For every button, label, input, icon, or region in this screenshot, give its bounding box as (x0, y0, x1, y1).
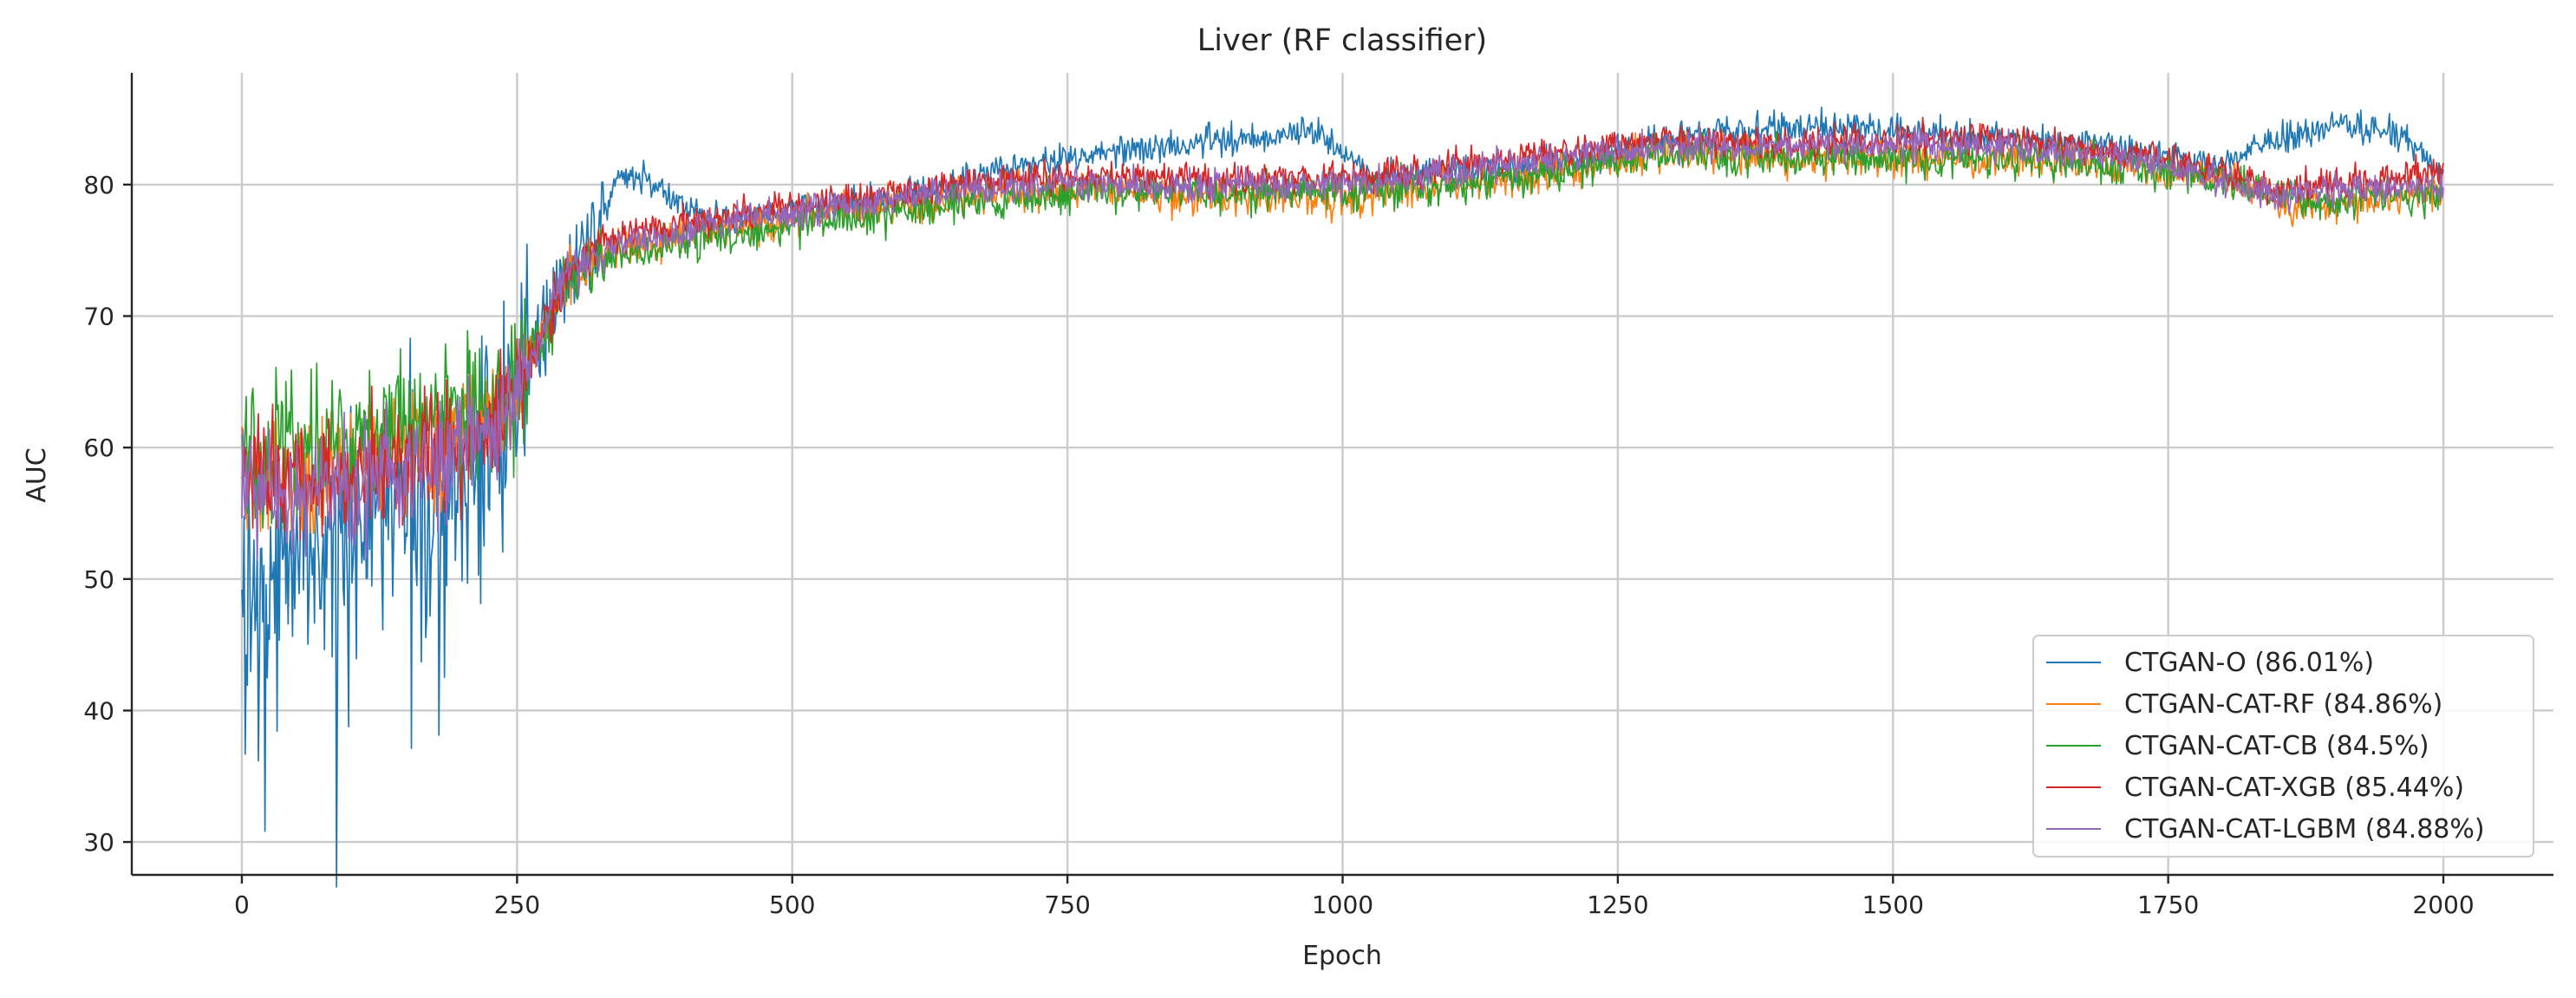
x-tick-label: 1750 (2137, 890, 2199, 919)
x-tick-label: 1000 (1312, 890, 1373, 919)
x-tick-label: 250 (494, 890, 540, 919)
series-line-1 (241, 106, 2444, 888)
legend-label: CTGAN-CAT-RF (84.86%) (2124, 689, 2442, 720)
y-tick-label: 80 (83, 171, 114, 199)
y-tick-label: 30 (83, 828, 114, 857)
legend: CTGAN-O (86.01%) CTGAN-CAT-RF (84.86%) CTG… (2032, 635, 2534, 858)
x-tick-label: 0 (234, 890, 250, 919)
x-tick-label: 500 (769, 890, 815, 919)
x-axis-label: Epoch (1302, 941, 1382, 971)
legend-frame (2032, 635, 2534, 858)
y-tick-label: 70 (83, 303, 114, 331)
legend-label: CTGAN-O (86.01%) (2124, 648, 2374, 678)
series-line-3 (241, 127, 2444, 530)
x-tick-label: 1500 (1862, 890, 1924, 919)
series-line-4 (241, 116, 2444, 541)
x-tick-label: 750 (1044, 890, 1090, 919)
x-tick-label: 2000 (2412, 890, 2474, 919)
legend-label: CTGAN-CAT-LGBM (84.88%) (2124, 814, 2485, 845)
y-axis-label: AUC (22, 447, 52, 502)
axes: 0 250 500 750 1000 1250 1500 1750 2000 30 40 50 60 70… (83, 73, 2553, 919)
y-tick-label: 50 (83, 565, 114, 594)
x-tick-label: 1250 (1587, 890, 1648, 919)
legend-label: CTGAN-CAT-CB (84.5%) (2124, 731, 2429, 761)
y-tick-label: 60 (83, 434, 114, 462)
legend-label: CTGAN-CAT-XGB (85.44%) (2124, 773, 2464, 803)
series-lines (241, 106, 2444, 888)
series-line-5 (241, 123, 2444, 561)
y-tick-label: 40 (83, 696, 114, 725)
chart-title: Liver (RF classifier) (1197, 23, 1487, 58)
